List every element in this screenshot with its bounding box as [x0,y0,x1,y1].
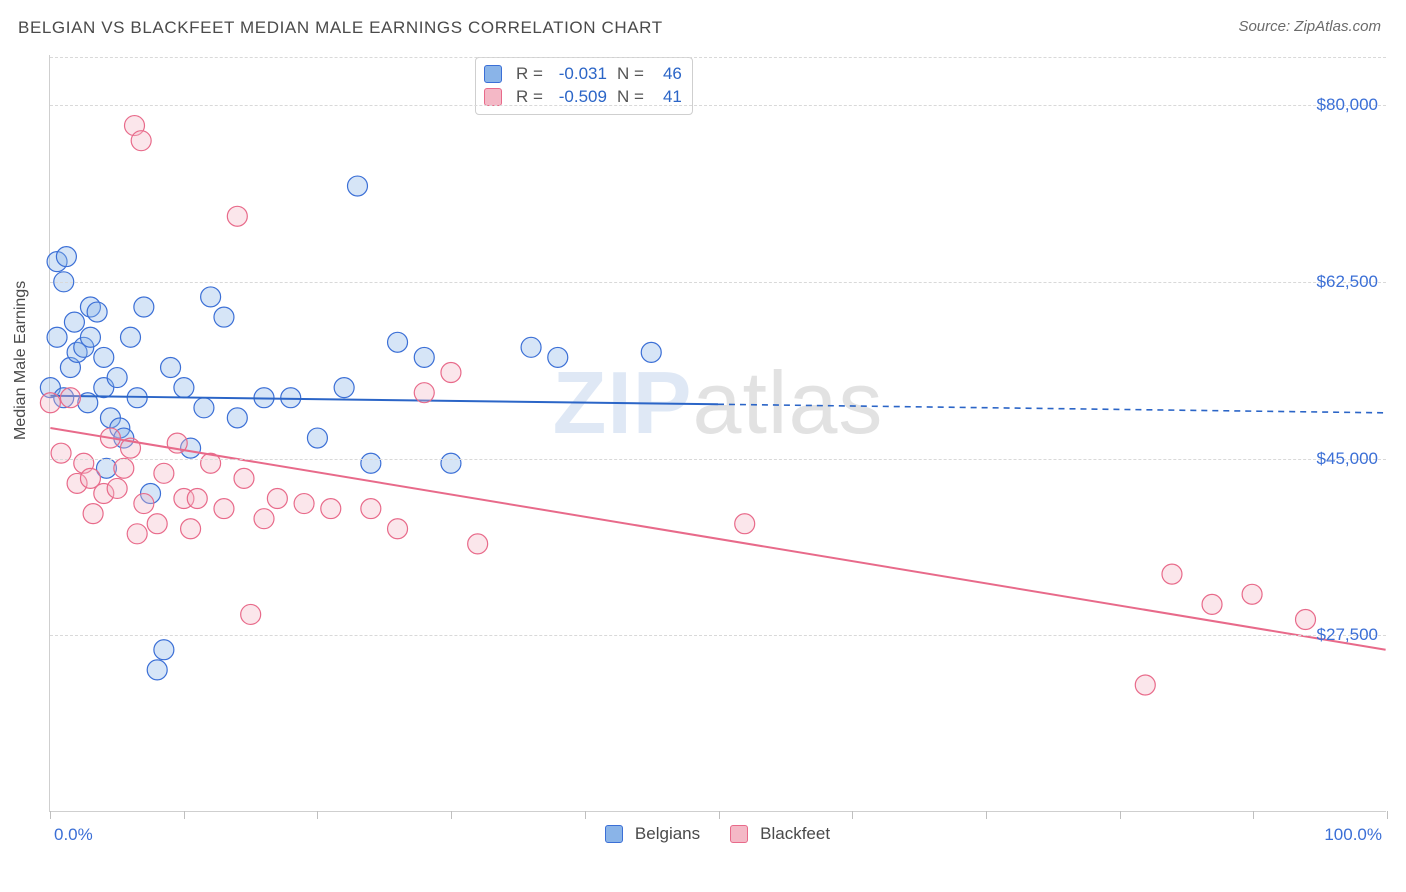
data-point [234,468,254,488]
data-point [1135,675,1155,695]
x-tick [852,811,853,819]
data-point [127,524,147,544]
data-point [334,378,354,398]
chart-title: BELGIAN VS BLACKFEET MEDIAN MALE EARNING… [18,18,663,38]
data-point [147,514,167,534]
data-point [1296,609,1316,629]
data-point [214,499,234,519]
data-point [227,206,247,226]
x-tick [1387,811,1388,819]
data-point [194,398,214,418]
data-point [154,640,174,660]
data-point [441,363,461,383]
data-point [64,312,84,332]
data-point [187,489,207,509]
data-point [181,519,201,539]
x-tick [1120,811,1121,819]
corr-row-belgians: R = -0.031 N = 46 [484,63,682,86]
source-label: Source: ZipAtlas.com [1238,18,1381,35]
plot-area: ZIPatlas R = -0.031 N = 46 R = -0.509 N … [49,55,1386,812]
data-point [1202,594,1222,614]
x-tick [317,811,318,819]
data-point [107,368,127,388]
data-point [51,443,71,463]
data-point [414,347,434,367]
data-point [87,302,107,322]
data-point [60,388,80,408]
x-tick [986,811,987,819]
swatch-blackfeet-icon [484,88,502,106]
y-tick-label: $80,000 [1317,95,1378,115]
data-point [548,347,568,367]
y-tick-label: $27,500 [1317,625,1378,645]
data-point [441,453,461,473]
data-point [468,534,488,554]
swatch-belgians-icon [605,825,623,843]
data-point [201,287,221,307]
y-axis-label: Median Male Earnings [12,281,30,440]
legend-item-belgians: Belgians [605,824,700,844]
data-point [40,393,60,413]
x-tick [451,811,452,819]
gridline [50,459,1386,460]
data-point [267,489,287,509]
data-point [521,337,541,357]
data-point [361,499,381,519]
data-point [227,408,247,428]
data-point [83,504,103,524]
data-point [47,327,67,347]
data-point [56,247,76,267]
swatch-blackfeet-icon [730,825,748,843]
gridline [50,635,1386,636]
data-point [107,478,127,498]
data-point [94,347,114,367]
data-point [174,378,194,398]
data-point [388,519,408,539]
data-point [154,463,174,483]
swatch-belgians-icon [484,65,502,83]
data-point [294,494,314,514]
gridline [50,282,1386,283]
legend-item-blackfeet: Blackfeet [730,824,830,844]
x-tick [184,811,185,819]
data-point [388,332,408,352]
data-point [254,509,274,529]
x-tick [1253,811,1254,819]
x-tick [719,811,720,819]
y-tick-label: $62,500 [1317,272,1378,292]
x-tick [585,811,586,819]
data-point [321,499,341,519]
data-point [348,176,368,196]
trend-line [50,396,718,405]
data-point [1162,564,1182,584]
data-point [134,297,154,317]
data-point [361,453,381,473]
data-point [1242,584,1262,604]
data-point [134,494,154,514]
data-point [735,514,755,534]
x-tick [50,811,51,819]
series-legend: Belgians Blackfeet [49,824,1386,844]
data-point [131,131,151,151]
data-point [307,428,327,448]
gridline [50,57,1386,58]
data-point [161,357,181,377]
data-point [641,342,661,362]
data-point [414,383,434,403]
y-tick-label: $45,000 [1317,449,1378,469]
data-point [241,604,261,624]
data-point [114,458,134,478]
data-point [214,307,234,327]
data-point [80,327,100,347]
data-point [121,327,141,347]
data-point [147,660,167,680]
scatter-svg [50,55,1386,811]
trend-line-extrapolated [718,404,1386,413]
gridline [50,105,1386,106]
